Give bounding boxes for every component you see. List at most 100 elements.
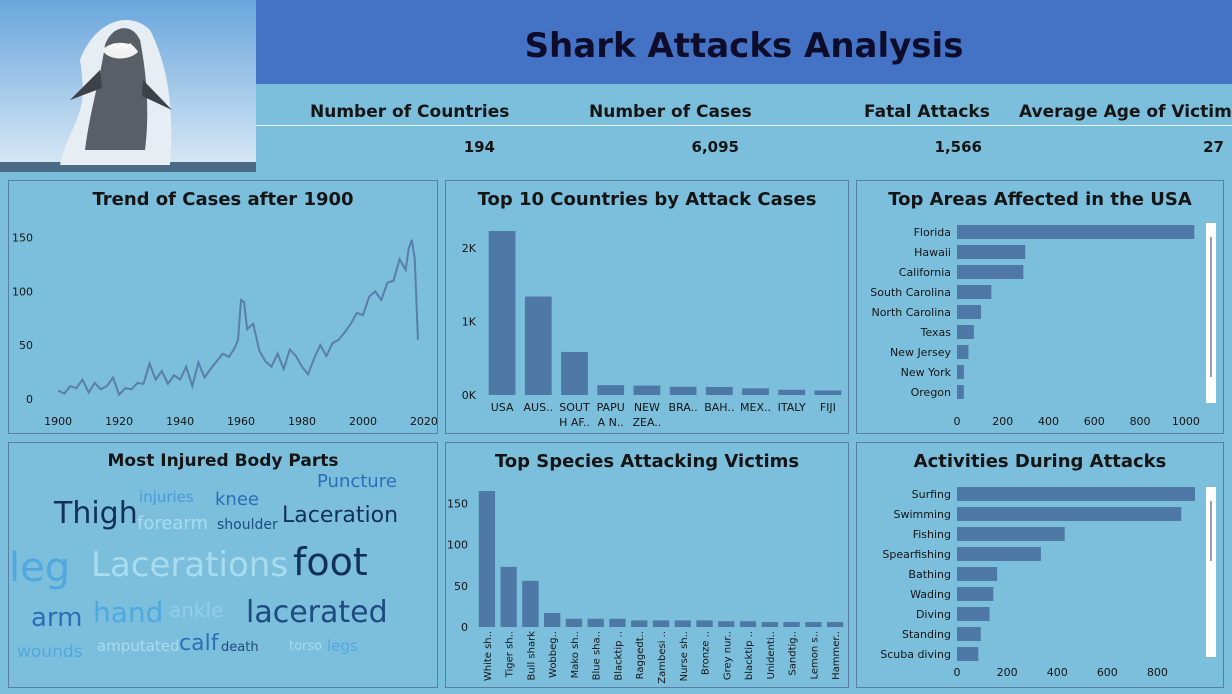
x-tick-label: 200 (997, 666, 1018, 679)
bar (561, 351, 588, 395)
bar (565, 618, 583, 627)
bar (814, 390, 842, 395)
kpi-age-label: Average Age of Victims (1019, 102, 1232, 122)
usa-scrollbar[interactable] (1206, 223, 1216, 403)
y-tick-label: 100 (447, 539, 468, 552)
panel-title-trend: Trend of Cases after 1900 (92, 189, 354, 210)
bar (957, 245, 1026, 259)
usa-scrollbar-thumb[interactable] (1210, 237, 1212, 377)
header-bar: Shark Attacks Analysis (256, 0, 1232, 84)
x-tick-label: 2000 (349, 415, 377, 428)
y-tick-label: Fishing (913, 528, 951, 541)
bar (522, 580, 539, 627)
kpi-divider (256, 125, 1232, 126)
panel-species: Top Species Attacking Victims 0 50 100 150 W… (445, 442, 849, 688)
y-tick-label: Surfing (912, 488, 951, 501)
x-tick-label: ITALY (778, 401, 806, 414)
y-tick-label: Hawaii (914, 246, 951, 259)
x-tick-label: 1960 (227, 415, 255, 428)
x-tick-label: Lemon s.. (809, 631, 820, 680)
panel-activities: Activities During Attacks Surfing Swimmin… (856, 442, 1224, 688)
kpi-fatal-value: 1,566 (934, 138, 982, 156)
bar (652, 620, 670, 627)
page-title: Shark Attacks Analysis (524, 26, 964, 66)
y-tick-label: 0 (26, 393, 33, 406)
x-tick-label: Unidenti.. (766, 631, 777, 679)
panel-title-countries: Top 10 Countries by Attack Cases (477, 189, 817, 210)
x-tick-label: SOUT (559, 401, 590, 414)
bar (957, 285, 992, 299)
y-tick-label: Bathing (908, 568, 951, 581)
bar (957, 587, 994, 601)
word-cloud-item: knee (215, 489, 259, 510)
panel-title-species: Top Species Attacking Victims (494, 451, 800, 472)
y-tick-label: 1K (462, 315, 477, 328)
panel-title-usa: Top Areas Affected in the USA (888, 189, 1192, 210)
x-tick-label: Wobbeg.. (548, 631, 559, 678)
bar (957, 607, 990, 621)
x-tick-label: Bronze .. (701, 631, 712, 675)
x-tick-label: FIJI (820, 401, 836, 414)
bar (957, 487, 1195, 501)
x-tick-label: 200 (992, 415, 1013, 428)
bar (957, 325, 974, 339)
bar (957, 365, 964, 379)
x-tick-label: blacktip .. (744, 631, 755, 680)
kpi-age-value: 27 (1203, 138, 1224, 156)
x-tick-label: BAH.. (704, 401, 734, 414)
bar (957, 507, 1182, 521)
word-cloud-item: foot (293, 540, 368, 584)
y-tick-label: Oregon (911, 386, 951, 399)
bar (544, 612, 561, 627)
y-tick-label: 2K (462, 242, 477, 255)
x-tick-label: 1980 (288, 415, 316, 428)
panel-body-parts: Most Injured Body Parts Puncture injurie… (8, 442, 438, 688)
x-tick-label: AUS.. (524, 401, 554, 414)
bar (488, 231, 516, 395)
x-tick-label: PAPU (597, 401, 625, 414)
y-tick-label: 100 (12, 285, 33, 298)
x-tick-label: 1900 (44, 415, 72, 428)
x-tick-label: Nurse sh.. (679, 631, 690, 681)
kpi-cases-label: Number of Cases (589, 102, 752, 122)
y-tick-label: Wading (910, 588, 951, 601)
panel-title-activities: Activities During Attacks (913, 451, 1167, 472)
x-tick-label: H AF.. (559, 416, 590, 429)
y-tick-label: 150 (447, 497, 468, 510)
bar (718, 621, 735, 627)
word-cloud-item: death (221, 640, 259, 655)
bar (597, 385, 625, 395)
x-tick-label: USA (491, 401, 514, 414)
x-tick-label: 0 (954, 666, 961, 679)
bar (674, 620, 691, 627)
y-tick-label: 150 (12, 232, 33, 245)
x-tick-label: Zambesi .. (657, 631, 668, 684)
bar (631, 620, 648, 627)
bar (957, 265, 1024, 279)
x-tick-label: 600 (1084, 415, 1105, 428)
word-cloud-item: injuries (139, 488, 194, 506)
bar (957, 567, 998, 581)
kpi-countries-value: 194 (463, 138, 495, 156)
countries-bar-chart: 0K 1K 2K USA AUS.. SOUT H AF.. PAPU A N.. NEW ZEA.… (462, 231, 842, 429)
bar (778, 389, 806, 395)
bar (957, 345, 969, 359)
activities-scrollbar[interactable] (1206, 487, 1216, 657)
bar (524, 296, 552, 395)
bar (739, 621, 757, 627)
word-cloud-item: Thigh (54, 496, 138, 531)
x-tick-label: ZEA.. (632, 416, 661, 429)
x-tick-label: Blue sha.. (592, 631, 603, 680)
y-tick-label: 50 (19, 339, 33, 352)
bar (957, 547, 1041, 561)
y-tick-label: Texas (920, 326, 952, 339)
kpi-cases-value: 6,095 (691, 138, 739, 156)
activities-scrollbar-thumb[interactable] (1210, 501, 1212, 561)
x-tick-label: White sh.. (483, 631, 494, 681)
y-tick-label: North Carolina (871, 306, 951, 319)
word-cloud-item: legs (327, 637, 358, 655)
word-cloud-item: wounds (17, 642, 83, 662)
x-tick-label: BRA.. (669, 401, 698, 414)
x-tick-label: Hammer.. (831, 631, 842, 680)
word-cloud-item: arm (31, 603, 83, 633)
